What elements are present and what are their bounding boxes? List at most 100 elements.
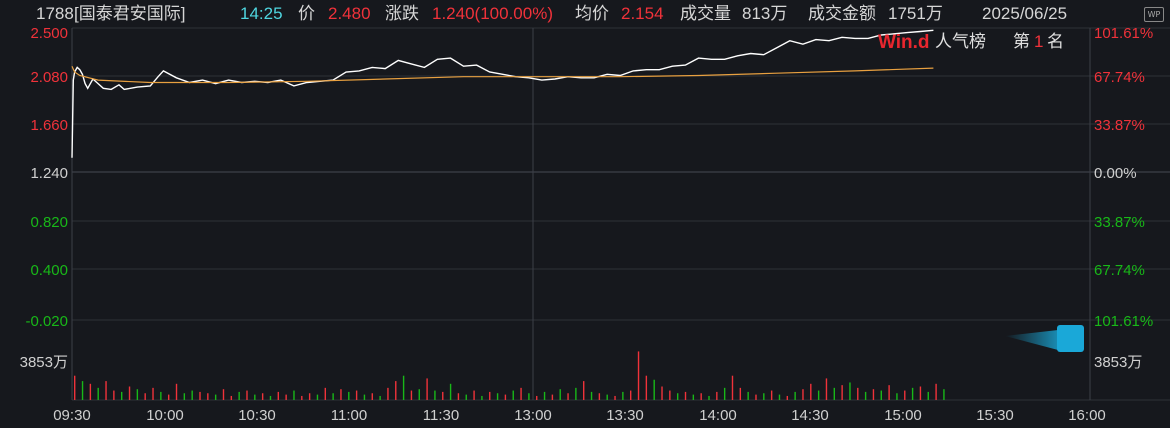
- volume-bar: [89, 383, 92, 400]
- y-tick-right: 0.00%: [1094, 165, 1137, 182]
- x-tick: 10:30: [238, 407, 276, 424]
- x-tick: 13:00: [514, 407, 552, 424]
- volume-bar: [786, 395, 789, 400]
- volume-bar: [520, 387, 522, 400]
- volume-bar: [622, 391, 624, 400]
- volume-bar: [97, 387, 99, 400]
- volume-bar: [817, 390, 820, 400]
- x-tick: 15:00: [884, 407, 922, 424]
- x-tick: 09:30: [53, 407, 91, 424]
- volume-bar: [105, 381, 107, 400]
- volume-bar: [669, 390, 671, 400]
- price-lines: [71, 29, 934, 158]
- volume-bar: [763, 393, 765, 400]
- volume-bar: [222, 389, 225, 400]
- volume-bar: [598, 393, 601, 400]
- y-tick-right: 33.87%: [1094, 117, 1145, 134]
- y-tick-right: 101.61%: [1094, 25, 1153, 42]
- price-line: [71, 29, 934, 158]
- x-tick: 16:00: [1068, 407, 1106, 424]
- volume-bar: [692, 394, 695, 400]
- y-tick-left: 1.660: [30, 117, 68, 134]
- slide-icon-box: [1057, 325, 1084, 352]
- volume-bar: [74, 375, 76, 400]
- y-axis-labels: 2.500 2.080 1.660 1.240 0.820 0.400 -0.020 101.…: [20, 25, 1154, 371]
- volume-bar: [277, 391, 280, 400]
- y-tick-left: 0.820: [30, 214, 68, 231]
- volume-bar: [810, 383, 812, 400]
- volume-bar: [261, 393, 264, 400]
- y-tick-left: 0.400: [30, 262, 68, 279]
- volume-bar: [567, 393, 569, 400]
- popularity-label: 人气榜: [935, 32, 986, 51]
- y-tick-left: 1.240: [30, 165, 68, 182]
- stock-code: 1788: [36, 4, 74, 23]
- volume-label: 成交量: [680, 4, 731, 23]
- volume-bar: [442, 391, 444, 400]
- volume-bar: [880, 390, 882, 400]
- stock-name: [国泰君安国际]: [74, 4, 186, 23]
- volume-bar: [614, 395, 616, 400]
- quote-time: 14:25: [240, 4, 283, 23]
- volume-bar: [418, 389, 420, 400]
- volume-bars: [74, 351, 945, 400]
- volume-bar: [316, 394, 319, 400]
- volume-bar: [371, 393, 373, 400]
- volume-bar: [661, 386, 663, 400]
- y-tick-right: 67.74%: [1094, 262, 1145, 279]
- volume-bar: [528, 393, 530, 400]
- volume-bar: [684, 391, 687, 400]
- volume-bar: [379, 395, 381, 400]
- volume-bar: [653, 379, 655, 400]
- trade-date: 2025/06/25: [982, 4, 1068, 23]
- y-tick-left: -0.020: [25, 313, 68, 330]
- volume-bar: [285, 394, 287, 400]
- volume-bar: [927, 391, 929, 400]
- volume-bar: [214, 394, 217, 400]
- volume-bar: [81, 381, 84, 400]
- volume-bar: [739, 387, 742, 400]
- volume-bar: [348, 391, 350, 400]
- change-label: 涨跌: [385, 4, 419, 23]
- x-tick: 10:00: [146, 407, 184, 424]
- volume-bar: [308, 393, 311, 400]
- volume-bar: [489, 391, 491, 400]
- volume-bar: [723, 387, 726, 400]
- x-tick: 11:00: [331, 407, 367, 424]
- x-axis-labels: 09:30 10:00 10:30 11:00 11:30 13:00 13:30 14:00…: [53, 407, 1106, 424]
- volume-bar: [128, 386, 131, 400]
- volume-bar: [144, 393, 146, 400]
- price-value: 2.480: [328, 4, 371, 23]
- change-value: 1.240(100.00%): [432, 4, 553, 23]
- volume-bar: [340, 389, 342, 400]
- wind-popularity-badge: Win.d 人气榜 第 1 名: [878, 32, 1064, 53]
- volume-bar: [590, 391, 593, 400]
- y-tick-left: 2.080: [30, 69, 68, 86]
- volume-bar: [770, 390, 773, 400]
- volume-bar: [496, 393, 499, 400]
- volume-bar: [167, 394, 170, 400]
- volume-bar: [559, 389, 561, 400]
- volume-bar: [113, 390, 115, 400]
- volume-bar: [355, 390, 358, 400]
- avg-price-line: [71, 65, 934, 84]
- volume-bar: [935, 383, 937, 400]
- volume-bar: [708, 395, 710, 400]
- volume-axis-label-left: 3853万: [20, 354, 68, 371]
- volume-bar: [191, 390, 193, 400]
- y-tick-right: 67.74%: [1094, 69, 1145, 86]
- y-tick-right: 101.61%: [1094, 313, 1153, 330]
- volume-bar: [324, 387, 326, 400]
- volume-bar: [778, 394, 781, 400]
- volume-bar: [426, 378, 428, 400]
- volume-bar: [833, 387, 835, 400]
- volume-bar: [449, 383, 452, 400]
- volume-bar: [911, 387, 914, 400]
- volume-bar: [434, 390, 436, 400]
- wp-icon[interactable]: WP: [1144, 7, 1164, 22]
- volume-bar: [293, 390, 295, 400]
- volume-value: 813万: [742, 4, 788, 23]
- slide-icon-tail: [1005, 330, 1058, 350]
- volume-bar: [136, 389, 139, 400]
